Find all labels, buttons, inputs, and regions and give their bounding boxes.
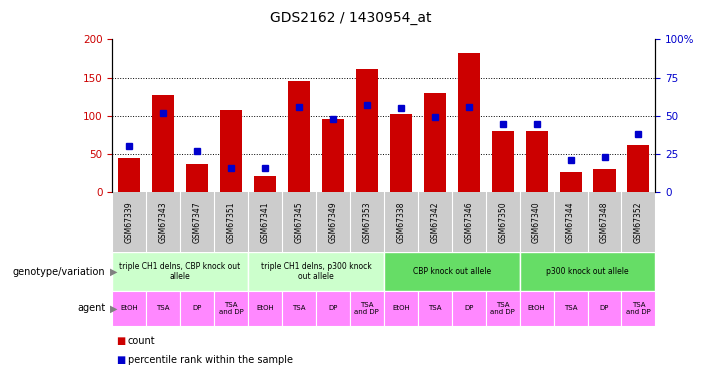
Bar — [622, 291, 655, 326]
Bar — [214, 291, 248, 326]
Bar — [627, 145, 650, 192]
Bar — [220, 110, 242, 192]
Bar — [384, 291, 418, 326]
Text: count: count — [128, 336, 155, 346]
Text: genotype/variation: genotype/variation — [13, 267, 105, 277]
Bar — [594, 169, 615, 192]
Text: GSM67352: GSM67352 — [634, 202, 643, 243]
Text: GSM67345: GSM67345 — [294, 202, 304, 243]
Bar — [350, 291, 384, 326]
Bar — [491, 131, 514, 192]
Text: TSA: TSA — [428, 306, 442, 312]
Text: DP: DP — [192, 306, 202, 312]
Bar — [526, 131, 547, 192]
Bar — [248, 291, 282, 326]
Text: DP: DP — [328, 306, 338, 312]
Bar — [384, 252, 519, 291]
Text: GSM67353: GSM67353 — [362, 202, 372, 243]
Text: GSM67347: GSM67347 — [193, 202, 202, 243]
Text: TSA: TSA — [564, 306, 578, 312]
Text: GSM67346: GSM67346 — [464, 202, 473, 243]
Text: TSA
and DP: TSA and DP — [490, 302, 515, 315]
Bar — [458, 53, 479, 192]
Bar — [112, 291, 146, 326]
Text: GSM67342: GSM67342 — [430, 202, 440, 243]
Bar — [288, 81, 310, 192]
Text: percentile rank within the sample: percentile rank within the sample — [128, 355, 292, 365]
Bar — [180, 291, 214, 326]
Bar — [186, 164, 208, 192]
Bar — [316, 291, 350, 326]
Text: GSM67348: GSM67348 — [600, 202, 609, 243]
Text: agent: agent — [77, 303, 105, 313]
Bar — [118, 158, 140, 192]
Bar — [554, 291, 587, 326]
Text: CBP knock out allele: CBP knock out allele — [413, 267, 491, 276]
Text: GSM67340: GSM67340 — [532, 202, 541, 243]
Text: triple CH1 delns, p300 knock
out allele: triple CH1 delns, p300 knock out allele — [261, 262, 372, 281]
Text: DP: DP — [600, 306, 609, 312]
Text: GDS2162 / 1430954_at: GDS2162 / 1430954_at — [270, 11, 431, 25]
Text: GSM67338: GSM67338 — [396, 202, 405, 243]
Text: EtOH: EtOH — [528, 306, 545, 312]
Bar — [418, 291, 451, 326]
Text: ■: ■ — [116, 355, 125, 365]
Bar — [519, 252, 655, 291]
Bar — [423, 93, 446, 192]
Text: GSM67339: GSM67339 — [125, 202, 134, 243]
Text: EtOH: EtOH — [121, 306, 138, 312]
Bar — [390, 114, 411, 192]
Text: TSA: TSA — [292, 306, 306, 312]
Bar — [152, 95, 174, 192]
Text: ▶: ▶ — [110, 303, 118, 313]
Text: GSM67349: GSM67349 — [328, 202, 337, 243]
Text: GSM67341: GSM67341 — [261, 202, 269, 243]
Bar — [559, 172, 582, 192]
Text: EtOH: EtOH — [256, 306, 274, 312]
Text: ■: ■ — [116, 336, 125, 346]
Bar — [451, 291, 486, 326]
Text: EtOH: EtOH — [392, 306, 409, 312]
Text: GSM67350: GSM67350 — [498, 202, 507, 243]
Text: p300 knock out allele: p300 knock out allele — [546, 267, 629, 276]
Text: TSA
and DP: TSA and DP — [355, 302, 379, 315]
Text: TSA
and DP: TSA and DP — [626, 302, 651, 315]
Text: TSA
and DP: TSA and DP — [219, 302, 243, 315]
Bar — [254, 176, 276, 192]
Text: GSM67351: GSM67351 — [226, 202, 236, 243]
Bar — [356, 69, 378, 192]
Bar — [112, 252, 248, 291]
Bar — [322, 119, 344, 192]
Bar — [248, 252, 384, 291]
Text: triple CH1 delns, CBP knock out
allele: triple CH1 delns, CBP knock out allele — [119, 262, 240, 281]
Text: DP: DP — [464, 306, 473, 312]
Bar — [282, 291, 316, 326]
Text: TSA: TSA — [156, 306, 170, 312]
Bar — [146, 291, 180, 326]
Text: GSM67343: GSM67343 — [158, 202, 168, 243]
Text: ▶: ▶ — [110, 267, 118, 277]
Text: GSM67344: GSM67344 — [566, 202, 575, 243]
Bar — [519, 291, 554, 326]
Bar — [486, 291, 519, 326]
Bar — [587, 291, 622, 326]
